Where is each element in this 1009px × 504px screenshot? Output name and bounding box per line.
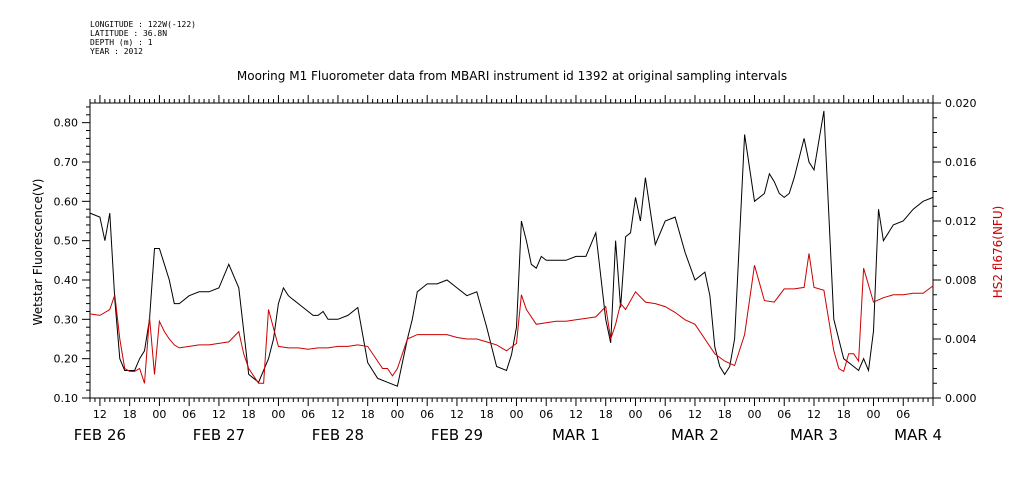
x-tick-label: 18 — [480, 408, 494, 421]
x-tick-label: 18 — [837, 408, 851, 421]
x-tick-label: 12 — [807, 408, 821, 421]
y-tick-label-right: 0.012 — [945, 215, 977, 228]
x-tick-label: 00 — [271, 408, 285, 421]
y-tick-label-left: 0.20 — [54, 353, 79, 366]
x-tick-label: 00 — [866, 408, 880, 421]
x-tick-label: 06 — [539, 408, 553, 421]
chart-title: Mooring M1 Fluorometer data from MBARI i… — [237, 69, 787, 83]
x-tick-label: 18 — [718, 408, 732, 421]
day-label: FEB 29 — [431, 426, 483, 444]
x-tick-label: 00 — [747, 408, 761, 421]
day-label: MAR 1 — [552, 426, 600, 444]
x-tick-label: 18 — [599, 408, 613, 421]
series-group — [89, 110, 934, 387]
y-tick-label-right: 0.008 — [945, 274, 977, 287]
metadata-block: LONGITUDE : 122W(-122) LATITUDE : 36.8N … — [90, 20, 196, 56]
latitude-text: LATITUDE : 36.8N — [90, 29, 168, 38]
y-tick-label-right: 0.016 — [945, 156, 977, 169]
x-tick-label: 18 — [242, 408, 256, 421]
x-tick-label: 12 — [450, 408, 464, 421]
series-line-wetstar — [89, 110, 934, 387]
y-tick-label-left: 0.80 — [54, 117, 79, 130]
y-tick-label-left: 0.40 — [54, 274, 79, 287]
year-text: YEAR : 2012 — [90, 47, 143, 56]
day-label: MAR 2 — [671, 426, 719, 444]
x-tick-label: 00 — [152, 408, 166, 421]
x-tick-label: 00 — [509, 408, 523, 421]
y-axis-label-right: HS2 fl676(NFU) — [991, 206, 1005, 299]
depth-text: DEPTH (m) : 1 — [90, 38, 153, 47]
y-tick-label-right: 0.004 — [945, 333, 977, 346]
x-tick-label: 06 — [777, 408, 791, 421]
y-tick-label-left: 0.50 — [54, 235, 79, 248]
y-tick-label-right: 0.020 — [945, 97, 977, 110]
x-tick-label: 12 — [212, 408, 226, 421]
y-tick-label-left: 0.60 — [54, 195, 79, 208]
x-tick-label: 12 — [688, 408, 702, 421]
y-tick-label-left: 0.30 — [54, 313, 79, 326]
x-tick-label: 12 — [331, 408, 345, 421]
day-label: FEB 26 — [74, 426, 126, 444]
x-tick-label: 06 — [658, 408, 672, 421]
y-axis-label-left: Wetstar Fluorescence(V) — [31, 179, 45, 326]
day-label: FEB 27 — [193, 426, 245, 444]
x-tick-label: 06 — [301, 408, 315, 421]
longitude-text: LONGITUDE : 122W(-122) — [90, 20, 196, 29]
axis-labels: 12 18 00 06 12 18 00 06 12 18 00 06 12 18 00 06 12 18 00 06… — [54, 97, 977, 444]
x-tick-label: 12 — [93, 408, 107, 421]
x-tick-label: 18 — [361, 408, 375, 421]
series-line-hs2 — [89, 253, 934, 384]
x-tick-label: 00 — [628, 408, 642, 421]
y-tick-label-left: 0.70 — [54, 156, 79, 169]
day-label: FEB 28 — [312, 426, 364, 444]
x-tick-label: 06 — [420, 408, 434, 421]
y-tick-label-left: 0.10 — [54, 392, 79, 405]
x-tick-label: 12 — [569, 408, 583, 421]
x-tick-label: 18 — [123, 408, 137, 421]
x-tick-label: 06 — [896, 408, 910, 421]
day-label: MAR 3 — [790, 426, 838, 444]
day-label: MAR 4 — [894, 426, 942, 444]
y-tick-label-right: 0.000 — [945, 392, 977, 405]
axis-ticks — [82, 95, 941, 406]
x-tick-label: 00 — [390, 408, 404, 421]
x-tick-label: 06 — [182, 408, 196, 421]
